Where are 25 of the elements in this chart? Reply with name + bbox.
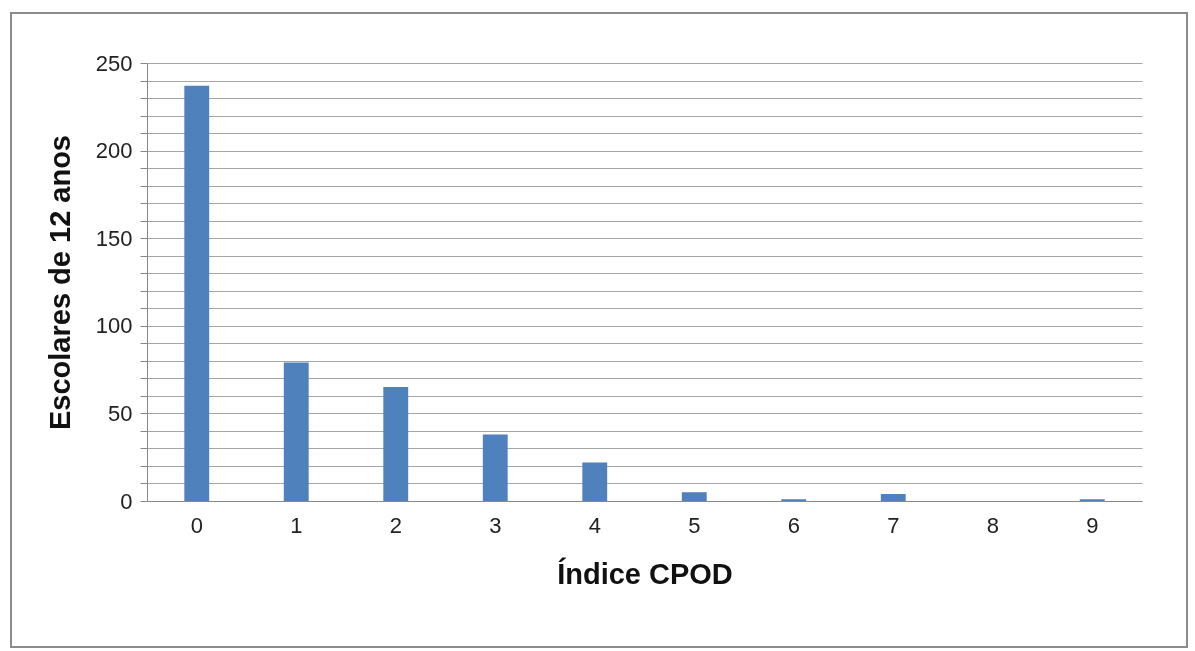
bar <box>383 387 409 501</box>
x-tick-label: 1 <box>290 512 303 538</box>
y-tick-label: 100 <box>95 313 133 339</box>
bar <box>880 493 906 501</box>
x-axis-title: Índice CPOD <box>557 556 733 590</box>
x-tick-label: 8 <box>986 512 999 538</box>
x-tick-label: 6 <box>787 512 800 538</box>
x-tick-label: 2 <box>389 512 402 538</box>
y-tick-label: 250 <box>95 50 133 76</box>
bar <box>283 362 309 501</box>
x-tick-label: 4 <box>588 512 601 538</box>
bar <box>681 492 707 501</box>
y-tick-label: 50 <box>108 400 133 426</box>
bar <box>482 434 508 501</box>
x-tick-label: 5 <box>688 512 701 538</box>
bar <box>582 462 608 501</box>
x-tick-label: 0 <box>190 512 203 538</box>
y-tick-label: 200 <box>95 138 133 164</box>
y-axis-title: Escolares de 12 anos <box>43 135 76 430</box>
y-tick-label: 150 <box>95 225 133 251</box>
y-tick-label: 0 <box>120 488 133 514</box>
x-tick-label: 7 <box>887 512 900 538</box>
x-tick-label: 3 <box>489 512 502 538</box>
x-tick-label: 9 <box>1086 512 1099 538</box>
bar <box>184 85 210 501</box>
